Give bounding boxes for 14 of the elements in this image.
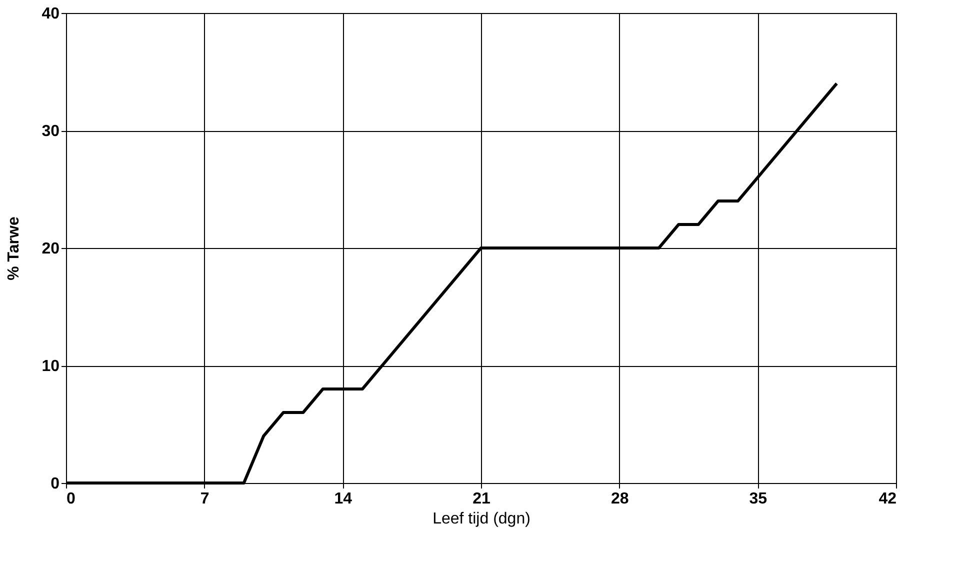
x-axis-title: Leef tijd (dgn) [432,510,530,528]
x-tick-label: 35 [749,490,768,508]
y-tick-label: 10 [42,358,60,375]
x-tick-label: 42 [878,490,897,508]
x-tick-label: 21 [472,490,490,508]
x-tick-label: 28 [610,490,629,508]
y-tick-label: 20 [42,240,60,258]
x-tick-label: 7 [200,490,210,508]
y-tick-label: 30 [42,123,60,140]
y-tick-label: 40 [42,6,60,22]
y-tick-label: 0 [50,476,60,492]
x-tick-label: 0 [66,490,76,508]
x-tick-label: 14 [334,490,352,508]
y-axis-title: % Tarwe [6,216,23,280]
